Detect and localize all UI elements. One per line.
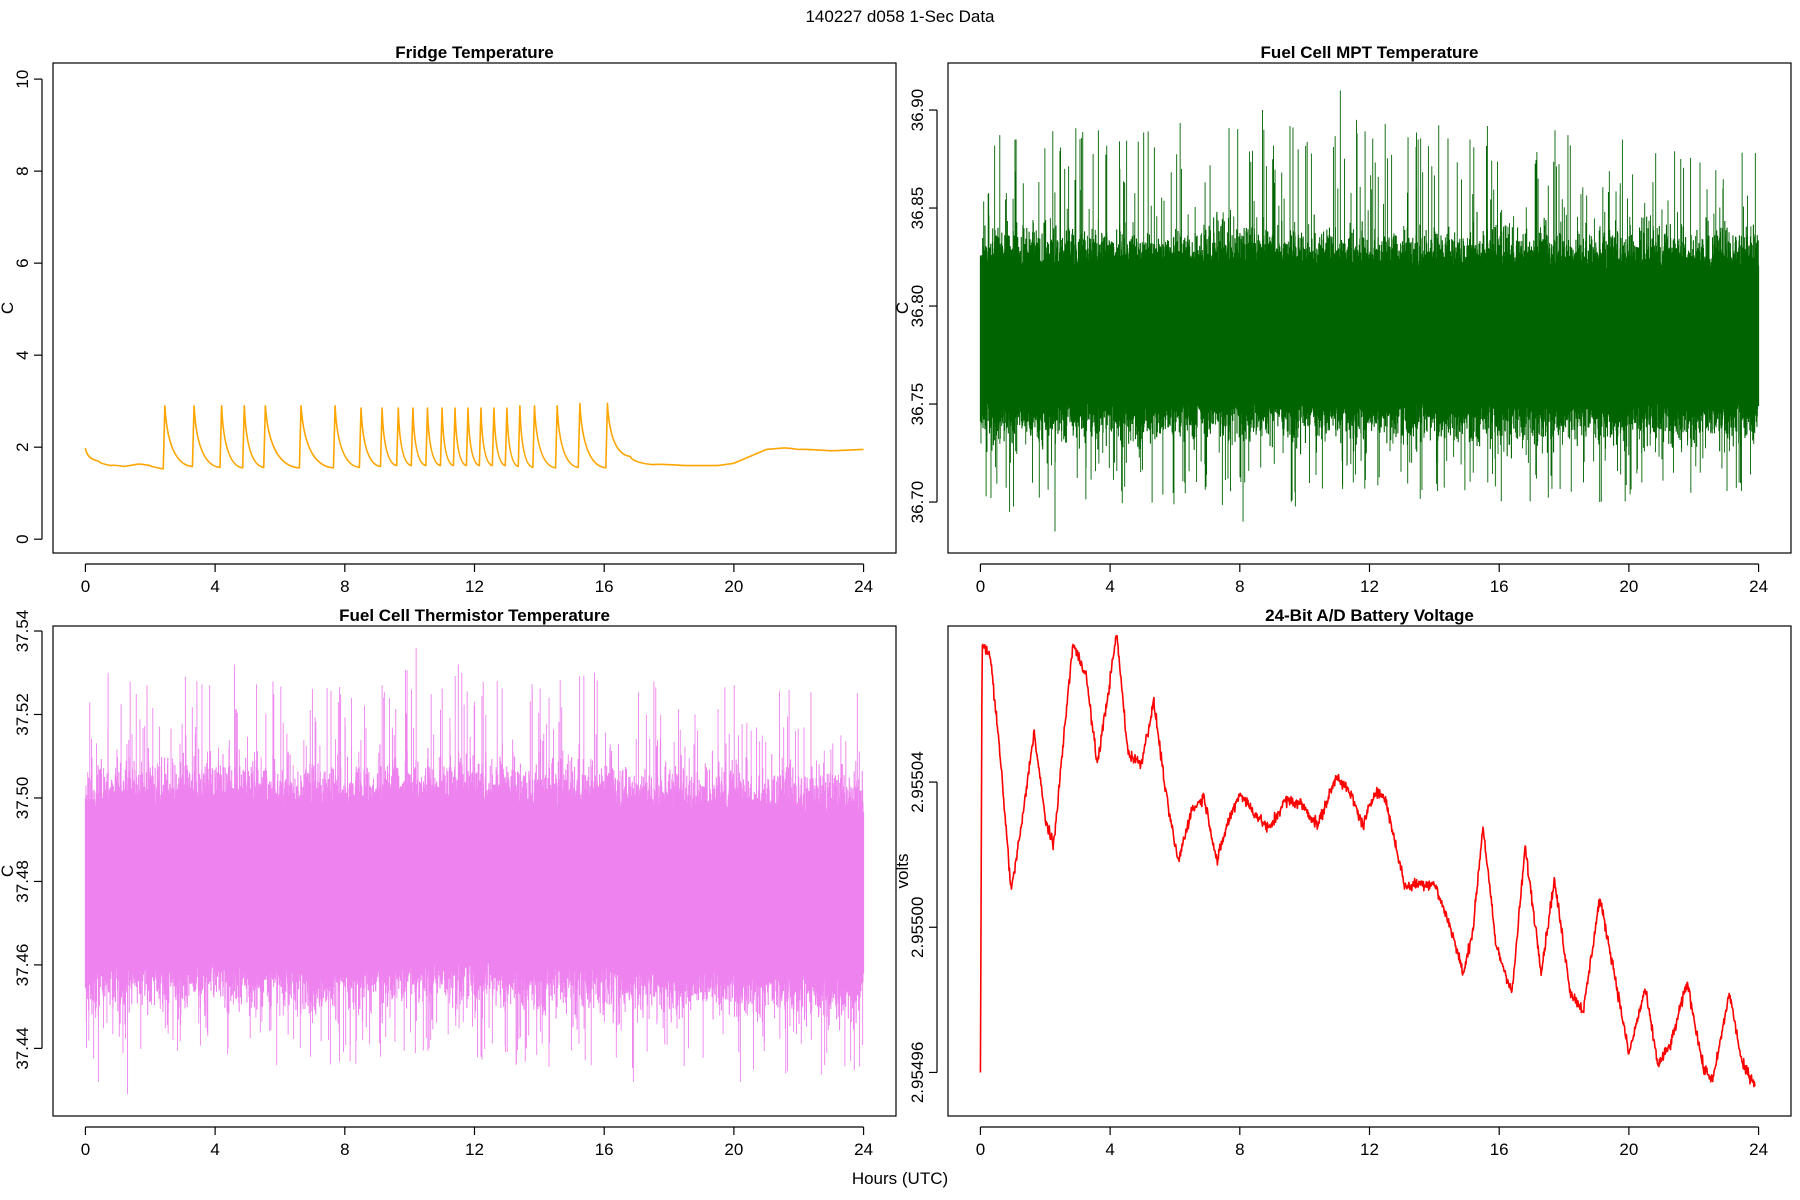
- mpt-series-spikes: [980, 90, 1757, 532]
- mpt-x-tick-label: 20: [1619, 577, 1638, 596]
- battery-plot-frame: [947, 625, 1792, 1117]
- mpt-x-tick-label: 16: [1490, 577, 1509, 596]
- mpt-y-tick-label: 36.80: [908, 285, 927, 328]
- thermistor-series-band: [84, 740, 865, 1031]
- battery-x-tick-label: 12: [1360, 1140, 1379, 1159]
- thermistor-y-tick-label: 37.48: [13, 860, 32, 903]
- fridge-y-tick-label: 2: [13, 442, 32, 451]
- thermistor-title: Fuel Cell Thermistor Temperature: [339, 606, 610, 625]
- battery-x-tick-label: 20: [1619, 1140, 1638, 1159]
- figure-title: 140227 d058 1-Sec Data: [805, 7, 995, 26]
- mpt-y-tick-label: 36.90: [908, 89, 927, 132]
- fridge-plot-frame: [52, 62, 897, 554]
- fridge-y-tick-label: 8: [13, 166, 32, 175]
- fridge-y-tick-label: 0: [13, 534, 32, 543]
- chart-battery-voltage: 24-Bit A/D Battery Voltage 0 4 8 12 16 20 24 2.9…: [893, 606, 1792, 1159]
- fridge-series-line: [84, 402, 864, 470]
- fridge-x-tick-label: 24: [854, 577, 873, 596]
- battery-plot-area: [979, 635, 1756, 1088]
- battery-y-tick-label: 2.95500: [908, 897, 927, 958]
- chart-fuel-cell-mpt-temperature: Fuel Cell MPT Temperature 0 4 8 12 16 20 24 36.7…: [893, 43, 1792, 596]
- mpt-series-band: [979, 211, 1760, 459]
- fridge-x-tick-label: 4: [210, 577, 219, 596]
- fridge-x-tick-label: 20: [724, 577, 743, 596]
- thermistor-y-tick-label: 37.50: [13, 777, 32, 820]
- mpt-x-tick-label: 12: [1360, 577, 1379, 596]
- thermistor-x-tick-label: 16: [595, 1140, 614, 1159]
- battery-x-tick-label: 24: [1749, 1140, 1768, 1159]
- fridge-x-tick-label: 0: [81, 577, 90, 596]
- thermistor-series-spikes: [85, 647, 864, 1095]
- battery-x-tick-label: 0: [976, 1140, 985, 1159]
- battery-y-label: volts: [893, 854, 912, 889]
- mpt-x-tick-label: 24: [1749, 577, 1768, 596]
- thermistor-y-tick-label: 37.54: [13, 610, 32, 653]
- chart-fuel-cell-thermistor-temperature: Fuel Cell Thermistor Temperature 0 4 8 12 16 2…: [0, 606, 897, 1159]
- mpt-x-tick-label: 8: [1235, 577, 1244, 596]
- battery-x-tick-label: 16: [1490, 1140, 1509, 1159]
- fridge-plot-area: [84, 402, 864, 470]
- thermistor-x-tick-label: 4: [210, 1140, 219, 1159]
- thermistor-y-label: C: [0, 865, 17, 877]
- fridge-x-tick-label: 16: [595, 577, 614, 596]
- mpt-plot-frame: [947, 62, 1792, 554]
- mpt-y-label: C: [893, 302, 912, 314]
- mpt-y-tick-label: 36.75: [908, 383, 927, 426]
- battery-x-tick-label: 4: [1105, 1140, 1114, 1159]
- chart-fridge-temperature: Fridge Temperature048121620240246810C: [0, 43, 897, 596]
- thermistor-y-tick-label: 37.44: [13, 1027, 32, 1070]
- thermistor-plot-area: [84, 647, 865, 1095]
- mpt-plot-area: [979, 90, 1760, 532]
- fridge-x-tick-label: 12: [465, 577, 484, 596]
- mpt-x-tick-label: 4: [1105, 577, 1114, 596]
- thermistor-x-tick-label: 0: [81, 1140, 90, 1159]
- mpt-y-tick-label: 36.85: [908, 187, 927, 230]
- battery-series-line: [979, 635, 1756, 1088]
- battery-x-tick-label: 8: [1235, 1140, 1244, 1159]
- mpt-x-tick-label: 0: [976, 577, 985, 596]
- fridge-y-tick-label: 4: [13, 350, 32, 359]
- thermistor-plot-frame: [52, 625, 897, 1117]
- battery-y-tick-label: 2.95496: [908, 1042, 927, 1103]
- thermistor-y-tick-label: 37.52: [13, 693, 32, 736]
- battery-title: 24-Bit A/D Battery Voltage: [1265, 606, 1474, 625]
- mpt-y-tick-label: 36.70: [908, 481, 927, 524]
- thermistor-y-tick-label: 37.46: [13, 944, 32, 987]
- fridge-x-tick-label: 8: [340, 577, 349, 596]
- fridge-y-tick-label: 10: [13, 70, 32, 89]
- figure-xlabel: Hours (UTC): [852, 1169, 948, 1188]
- fridge-y-label: C: [0, 302, 17, 314]
- battery-y-tick-label: 2.95504: [908, 751, 927, 812]
- thermistor-x-tick-label: 12: [465, 1140, 484, 1159]
- thermistor-x-tick-label: 8: [340, 1140, 349, 1159]
- thermistor-x-tick-label: 20: [724, 1140, 743, 1159]
- fridge-y-tick-label: 6: [13, 258, 32, 267]
- fridge-title: Fridge Temperature: [395, 43, 553, 62]
- thermistor-x-tick-label: 24: [854, 1140, 873, 1159]
- mpt-title: Fuel Cell MPT Temperature: [1261, 43, 1479, 62]
